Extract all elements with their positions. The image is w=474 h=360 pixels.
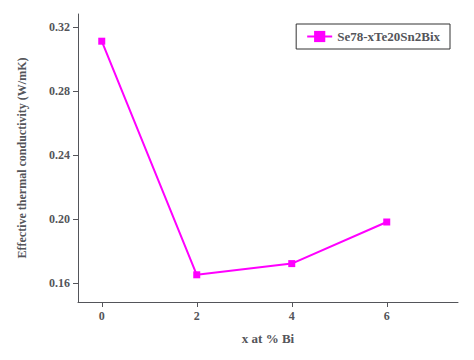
svg-text:4: 4: [289, 309, 295, 323]
svg-text:2: 2: [194, 309, 200, 323]
svg-text:Se78-xTe20Sn2Bix: Se78-xTe20Sn2Bix: [337, 29, 440, 44]
svg-text:0.16: 0.16: [49, 276, 70, 290]
svg-text:0.32: 0.32: [49, 20, 70, 34]
svg-text:x at % Bi: x at % Bi: [242, 331, 295, 346]
svg-text:0.24: 0.24: [49, 148, 70, 162]
svg-text:Effective thermal conductivity: Effective thermal conductivity (W/mK): [15, 58, 29, 259]
svg-text:6: 6: [384, 309, 390, 323]
svg-text:0.20: 0.20: [49, 212, 70, 226]
svg-text:0.28: 0.28: [49, 84, 70, 98]
svg-text:0: 0: [99, 309, 105, 323]
